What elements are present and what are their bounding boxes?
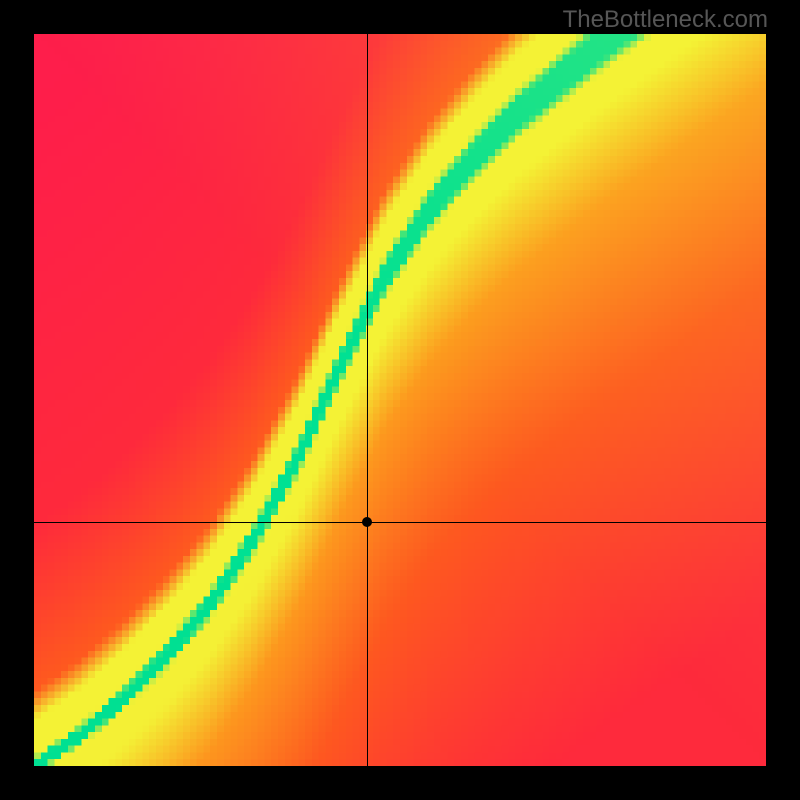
data-point-marker (362, 517, 372, 527)
crosshair-horizontal (34, 522, 766, 523)
crosshair-vertical (367, 34, 368, 766)
chart-container: TheBottleneck.com (0, 0, 800, 800)
watermark-text: TheBottleneck.com (563, 6, 768, 34)
bottleneck-heatmap (34, 34, 766, 766)
